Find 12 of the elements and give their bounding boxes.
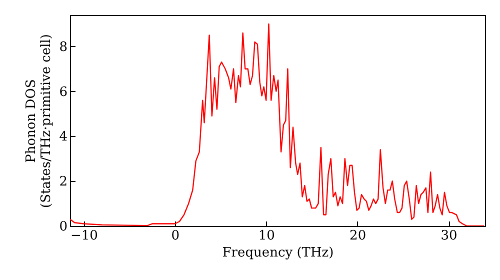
x-axis-title: Frequency (THz) — [222, 246, 334, 260]
line-series — [70, 23, 485, 226]
y-tick-label: 2 — [59, 174, 68, 190]
y-axis-title: Phonon DOS (States/THz·primitive cell) — [24, 34, 54, 208]
x-tick-label: 20 — [350, 228, 366, 244]
y-tick-label: 4 — [59, 130, 68, 145]
x-tick-label: 0 — [171, 228, 180, 244]
x-tick-label: 30 — [440, 228, 458, 244]
x-tick-label: 10 — [258, 228, 275, 244]
x-tick-label: −10 — [70, 228, 98, 244]
y-tick-label: 8 — [59, 40, 68, 55]
y-tick-label: 6 — [59, 84, 68, 100]
